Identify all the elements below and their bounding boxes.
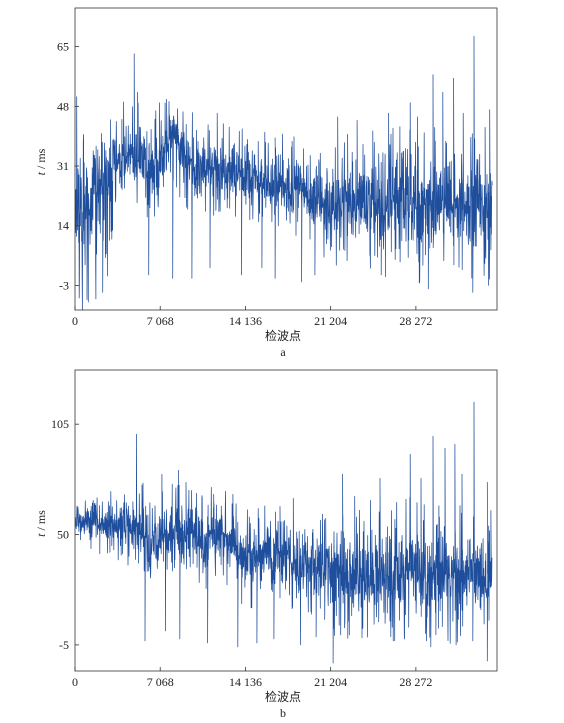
y-tick-label: 48 [57,99,69,113]
y-axis-var: t [34,171,48,175]
plot-frame [74,7,498,311]
x-tick-label: 21 204 [314,675,347,689]
x-tick-label: 0 [72,314,78,328]
y-tick-label: -3 [59,278,69,292]
y-tick-label: 14 [57,219,69,233]
chart-panel-b: -5 50 105 0 7 068 14 136 21 204 28 272 检波点 b t / m… [34,369,498,720]
y-tick-label: 65 [57,40,69,54]
x-tick-label: 14 136 [229,675,262,689]
y-axis-label: t / ms [34,148,48,175]
y-tick-label: 31 [57,159,69,173]
panel-label: b [280,706,286,720]
chart-panel-a: -3 14 31 48 65 0 7 068 14 136 21 204 28 272 检波点 a t … [34,7,498,359]
y-axis-unit: / ms [34,148,48,172]
y-axis-unit: / ms [34,510,48,534]
x-tick-label: 7 068 [147,675,174,689]
y-tick-label: 105 [51,417,69,431]
x-tick-label: 14 136 [229,314,262,328]
x-axis-label: 检波点 [265,328,301,343]
panel-label: a [280,345,286,359]
series-line-b [75,401,493,664]
x-tick-label: 28 272 [399,675,432,689]
x-tick-label: 7 068 [147,314,174,328]
series-line-a [75,35,493,310]
y-axis-var: t [34,533,48,537]
x-tick-label: 0 [72,675,78,689]
y-axis-label: t / ms [34,510,48,537]
x-tick-label: 21 204 [314,314,347,328]
plot-frame [74,369,498,672]
y-tick-label: -5 [59,638,69,652]
y-tick-label: 50 [57,528,69,542]
x-axis-label: 检波点 [265,689,301,704]
x-tick-label: 28 272 [399,314,432,328]
